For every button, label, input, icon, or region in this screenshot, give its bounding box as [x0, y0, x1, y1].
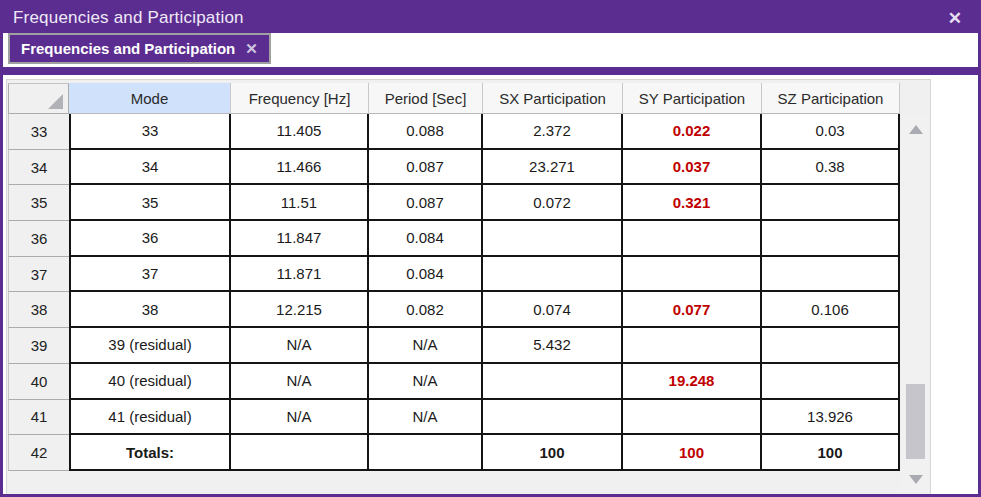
table-cell[interactable]: N/A — [369, 328, 483, 364]
table-cell[interactable] — [483, 364, 623, 400]
select-all-corner[interactable] — [8, 83, 69, 114]
table-cell[interactable]: 39 (residual) — [69, 328, 231, 364]
table-cell[interactable] — [231, 435, 369, 471]
table-cell[interactable]: 2.372 — [483, 114, 623, 150]
tab-label: Frequencies and Participation — [21, 40, 235, 57]
table-cell[interactable] — [762, 328, 900, 364]
window-title: Frequencies and Participation — [13, 8, 244, 28]
table-cell[interactable]: 36 — [69, 221, 231, 257]
tab-separator-band — [3, 67, 978, 75]
table-cell[interactable]: 100 — [483, 435, 623, 471]
table-cell[interactable]: 38 — [69, 292, 231, 328]
table-cell[interactable]: 100 — [762, 435, 900, 471]
row-number[interactable]: 35 — [8, 185, 69, 221]
table-cell[interactable]: 34 — [69, 150, 231, 186]
table-cell[interactable]: 33 — [69, 114, 231, 150]
table-cell[interactable]: 11.847 — [231, 221, 369, 257]
table-cell[interactable]: 0.077 — [623, 292, 762, 328]
table-cell[interactable] — [623, 221, 762, 257]
scroll-down-icon[interactable] — [909, 475, 923, 484]
row-number[interactable]: 39 — [8, 328, 69, 364]
table-cell[interactable]: 23.271 — [483, 150, 623, 186]
table-cell[interactable]: 0.082 — [369, 292, 483, 328]
window-content: ModeFrequency [Hz]Period [Sec]SX Partici… — [3, 75, 978, 494]
table-cell[interactable]: 37 — [69, 257, 231, 293]
column-header[interactable]: Frequency [Hz] — [231, 83, 369, 114]
table-cell[interactable] — [369, 435, 483, 471]
row-number[interactable]: 37 — [8, 257, 69, 293]
table-cell[interactable]: 0.084 — [369, 221, 483, 257]
column-header[interactable]: Period [Sec] — [369, 83, 483, 114]
table-cell[interactable]: 11.405 — [231, 114, 369, 150]
frequencies-participation-window: Frequencies and Participation ✕ Frequenc… — [0, 0, 981, 497]
scroll-up-icon[interactable] — [909, 125, 923, 134]
table-cell[interactable] — [762, 221, 900, 257]
table-cell[interactable]: 13.926 — [762, 400, 900, 436]
table-cell[interactable] — [623, 400, 762, 436]
table-cell[interactable]: 0.072 — [483, 185, 623, 221]
column-header[interactable]: SZ Participation — [762, 83, 900, 114]
column-header[interactable]: SY Participation — [623, 83, 762, 114]
row-number[interactable]: 38 — [8, 292, 69, 328]
table-cell[interactable]: Totals: — [69, 435, 231, 471]
table-cell[interactable] — [762, 257, 900, 293]
table-cell[interactable]: 0.084 — [369, 257, 483, 293]
table-cell[interactable]: 0.087 — [369, 185, 483, 221]
table-cell[interactable] — [623, 257, 762, 293]
table-cell[interactable]: 12.215 — [231, 292, 369, 328]
table-cell[interactable]: 0.088 — [369, 114, 483, 150]
table-cell[interactable]: 11.466 — [231, 150, 369, 186]
table-cell[interactable]: 5.432 — [483, 328, 623, 364]
window-titlebar: Frequencies and Participation ✕ — [3, 3, 978, 33]
table-cell[interactable]: 40 (residual) — [69, 364, 231, 400]
table-cell[interactable]: 0.03 — [762, 114, 900, 150]
tab-frequencies-and-participation[interactable]: Frequencies and Participation ✕ — [8, 33, 271, 64]
table-cell[interactable] — [483, 257, 623, 293]
row-number[interactable]: 42 — [8, 435, 69, 471]
column-header[interactable]: SX Participation — [483, 83, 623, 114]
window-close-icon[interactable]: ✕ — [948, 10, 962, 27]
table-cell[interactable]: 0.106 — [762, 292, 900, 328]
row-number[interactable]: 36 — [8, 221, 69, 257]
table-cell[interactable]: 35 — [69, 185, 231, 221]
table-cell[interactable]: 0.38 — [762, 150, 900, 186]
table-cell[interactable]: 0.321 — [623, 185, 762, 221]
vertical-scrollbar[interactable] — [901, 115, 930, 492]
table-cell[interactable]: 0.037 — [623, 150, 762, 186]
row-number[interactable]: 33 — [8, 114, 69, 150]
table-cell[interactable]: 0.087 — [369, 150, 483, 186]
table-cell[interactable] — [762, 185, 900, 221]
tab-bar: Frequencies and Participation ✕ — [3, 33, 978, 67]
table-cell[interactable]: 0.074 — [483, 292, 623, 328]
results-table: ModeFrequency [Hz]Period [Sec]SX Partici… — [8, 83, 900, 471]
table-cell[interactable]: 100 — [623, 435, 762, 471]
tab-close-icon[interactable]: ✕ — [245, 41, 258, 56]
row-number[interactable]: 41 — [8, 400, 69, 436]
table-cell[interactable] — [623, 328, 762, 364]
table-cell[interactable]: N/A — [369, 400, 483, 436]
table-cell[interactable] — [483, 221, 623, 257]
table-cell[interactable]: 41 (residual) — [69, 400, 231, 436]
table-cell[interactable]: 11.871 — [231, 257, 369, 293]
table-cell[interactable]: 19.248 — [623, 364, 762, 400]
table-cell[interactable]: 0.022 — [623, 114, 762, 150]
results-table-panel: ModeFrequency [Hz]Period [Sec]SX Partici… — [6, 79, 931, 494]
table-cell[interactable] — [762, 364, 900, 400]
corner-triangle-icon — [48, 94, 63, 109]
table-cell[interactable]: N/A — [231, 364, 369, 400]
table-cell[interactable]: N/A — [369, 364, 483, 400]
row-number[interactable]: 34 — [8, 150, 69, 186]
column-header[interactable]: Mode — [69, 83, 231, 114]
table-cell[interactable]: 11.51 — [231, 185, 369, 221]
table-cell[interactable]: N/A — [231, 400, 369, 436]
table-cell[interactable] — [483, 400, 623, 436]
scrollbar-thumb[interactable] — [906, 384, 925, 459]
table-cell[interactable]: N/A — [231, 328, 369, 364]
row-number[interactable]: 40 — [8, 364, 69, 400]
